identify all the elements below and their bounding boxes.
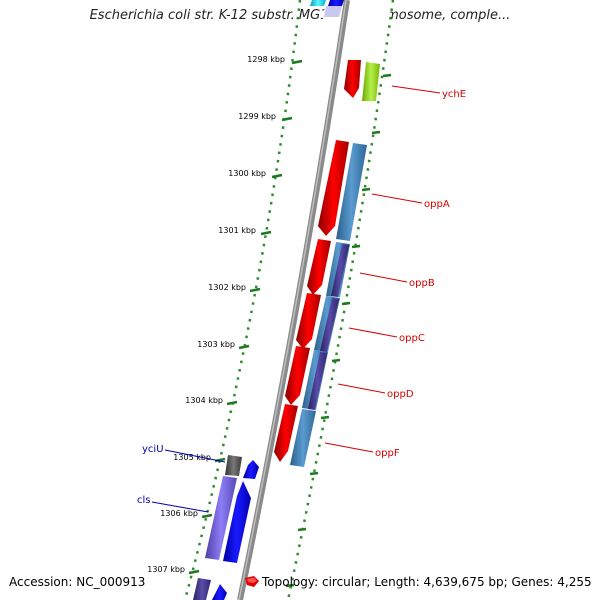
gene-arrow-ychE-red[interactable] xyxy=(344,60,361,98)
tick-label: 1301 kbp xyxy=(218,226,256,235)
leader-oppC xyxy=(348,327,398,338)
gene-arrow-bottom-navy[interactable] xyxy=(193,578,211,600)
tick-labels: 1298 kbp 1299 kbp 1300 kbp 1301 kbp 1302… xyxy=(147,55,285,574)
leader-oppA xyxy=(371,193,423,204)
gene-arrow-cls-blue[interactable] xyxy=(223,481,251,563)
tick-inner-9 xyxy=(297,527,307,532)
gene-labels: ychE oppA oppB oppC oppD oppF yciU cls xyxy=(137,89,466,506)
tick-1301 xyxy=(260,230,272,236)
tick-1300 xyxy=(271,173,283,179)
gene-arrow-oppA[interactable] xyxy=(318,140,349,236)
chromosome-backbone xyxy=(237,0,350,600)
topology-info: Topology: circular; Length: 4,639,675 bp… xyxy=(245,575,592,589)
gene-label-oppD: oppD xyxy=(387,389,414,400)
tick-label: 1303 kbp xyxy=(197,340,235,349)
tick-inner-4 xyxy=(351,244,361,249)
leader-cls xyxy=(151,501,209,513)
gene-arrow-oppF[interactable] xyxy=(274,404,298,462)
inner-dotted-boundary xyxy=(286,0,395,600)
tick-1298 xyxy=(291,59,303,65)
map-title: Escherichia coli str. K-12 substr. MG165… xyxy=(89,8,511,23)
gene-box-yciU[interactable] xyxy=(225,455,242,476)
cds-bar-oppB-navy[interactable] xyxy=(331,244,349,297)
gene-arrow-top-blue[interactable] xyxy=(328,0,344,6)
tick-label: 1298 kbp xyxy=(247,55,285,64)
tick-1304 xyxy=(226,400,238,406)
tick-inner-6 xyxy=(331,358,341,363)
tick-label: 1302 kbp xyxy=(208,283,246,292)
leader-yciU xyxy=(164,449,226,463)
tick-inner-10 xyxy=(285,583,295,588)
tick-label: 1299 kbp xyxy=(238,112,276,121)
tick-marks xyxy=(188,59,392,588)
tick-inner-5 xyxy=(341,301,351,306)
leader-oppF xyxy=(324,442,374,453)
gene-arrow-cls-purple[interactable] xyxy=(205,476,237,560)
tick-1299 xyxy=(281,116,293,122)
leader-oppD xyxy=(337,383,386,394)
label-leader-lines xyxy=(151,85,441,513)
accession-text: Accession: NC_000913 xyxy=(9,575,146,589)
tick-1303 xyxy=(238,344,250,350)
tick-1307 xyxy=(188,569,200,575)
gene-arrow-top-cyan[interactable] xyxy=(310,0,326,6)
tick-1306 xyxy=(201,513,213,519)
cds-bar-oppF[interactable] xyxy=(290,409,316,467)
gene-label-oppB: oppB xyxy=(409,278,435,289)
gene-arrow-yciU-blue[interactable] xyxy=(243,460,259,479)
leader-oppB xyxy=(359,272,408,283)
gene-label-oppC: oppC xyxy=(399,333,425,344)
tick-label: 1306 kbp xyxy=(160,509,198,518)
gene-label-yciU: yciU xyxy=(142,444,164,455)
chromosome-backbone-highlight xyxy=(238,0,347,600)
tick-inner-3 xyxy=(361,187,371,192)
tick-label: 1304 kbp xyxy=(185,396,223,405)
tick-label: 1307 kbp xyxy=(147,565,185,574)
gene-arrow-oppD[interactable] xyxy=(285,346,310,405)
tick-inner-7 xyxy=(320,415,330,420)
gene-arrow-oppC[interactable] xyxy=(296,293,321,349)
gene-arrow-bottom-blue[interactable] xyxy=(212,584,227,600)
tick-1302 xyxy=(249,287,261,293)
red-arrow-icon xyxy=(245,576,259,587)
tick-inner-2 xyxy=(371,130,381,135)
cds-bar-oppD-navy[interactable] xyxy=(308,352,327,410)
gene-arrow-top-lavender[interactable] xyxy=(324,6,342,17)
gene-arrow-ychE-lime[interactable] xyxy=(362,62,380,101)
cds-bar-oppA[interactable] xyxy=(336,143,367,241)
leader-ychE xyxy=(391,85,441,94)
gene-arrow-oppB[interactable] xyxy=(307,239,331,295)
tick-inner-8 xyxy=(309,471,319,476)
gene-label-oppF: oppF xyxy=(375,448,400,459)
cds-bar-oppC-navy[interactable] xyxy=(320,298,339,352)
tick-label: 1300 kbp xyxy=(228,169,266,178)
gene-label-ychE: ychE xyxy=(442,89,466,100)
gene-label-oppA: oppA xyxy=(424,199,450,210)
gene-label-cls: cls xyxy=(137,495,151,506)
tick-inner-1 xyxy=(382,73,392,78)
tick-label: 1305 kbp xyxy=(173,453,211,462)
topology-text: Topology: circular; Length: 4,639,675 bp… xyxy=(262,575,592,589)
